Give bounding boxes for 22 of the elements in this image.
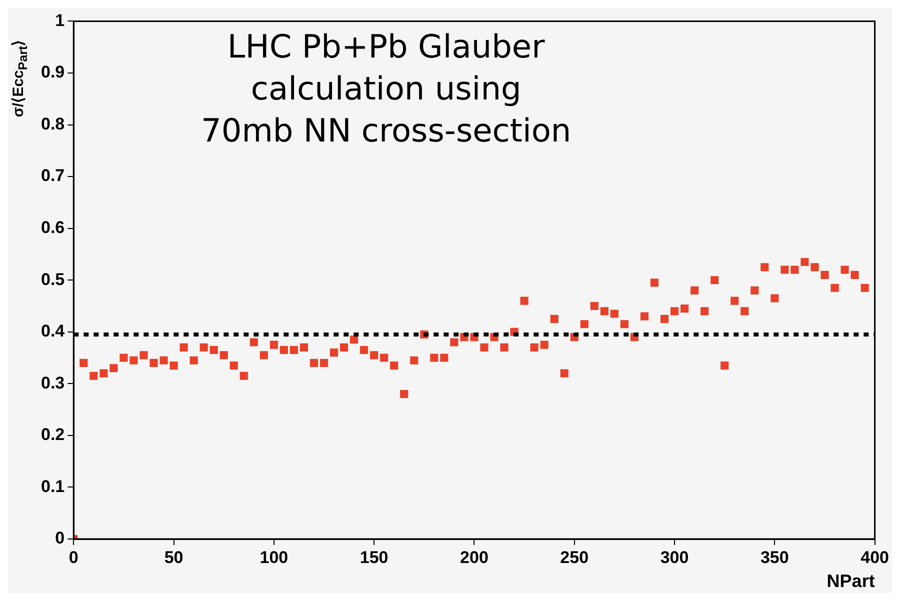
- x-tick-label: 150: [360, 548, 388, 567]
- y-tick-label: 0: [55, 528, 65, 548]
- x-tick-label: 0: [68, 548, 78, 567]
- y-tick-label: 0.2: [40, 425, 65, 444]
- y-tick-label: 0.4: [40, 322, 66, 341]
- x-tick-label: 400: [860, 548, 890, 567]
- x-tick-label: 200: [460, 548, 488, 567]
- y-tick-label: 0.7: [40, 166, 65, 186]
- y-tick-label: 0.5: [40, 270, 65, 289]
- y-tick-label: 1: [55, 10, 65, 30]
- x-tick-label: 300: [660, 548, 689, 567]
- y-tick-label: 0.8: [40, 114, 65, 134]
- x-tick-label: 100: [260, 548, 288, 567]
- y-tick-label: 0.1: [40, 476, 65, 496]
- x-axis-title: NPart: [826, 571, 875, 592]
- annotation: LHC Pb+Pb Glauber calculation using 70mb NN cross-section: [201, 28, 572, 150]
- y-tick-label: 0.9: [40, 62, 65, 82]
- x-tick-label: 250: [560, 548, 589, 567]
- y-tick-label: 0.6: [40, 218, 65, 238]
- x-tick-label: 50: [164, 548, 184, 567]
- y-tick-label: 0.3: [40, 373, 65, 392]
- x-tick-label: 350: [760, 548, 789, 567]
